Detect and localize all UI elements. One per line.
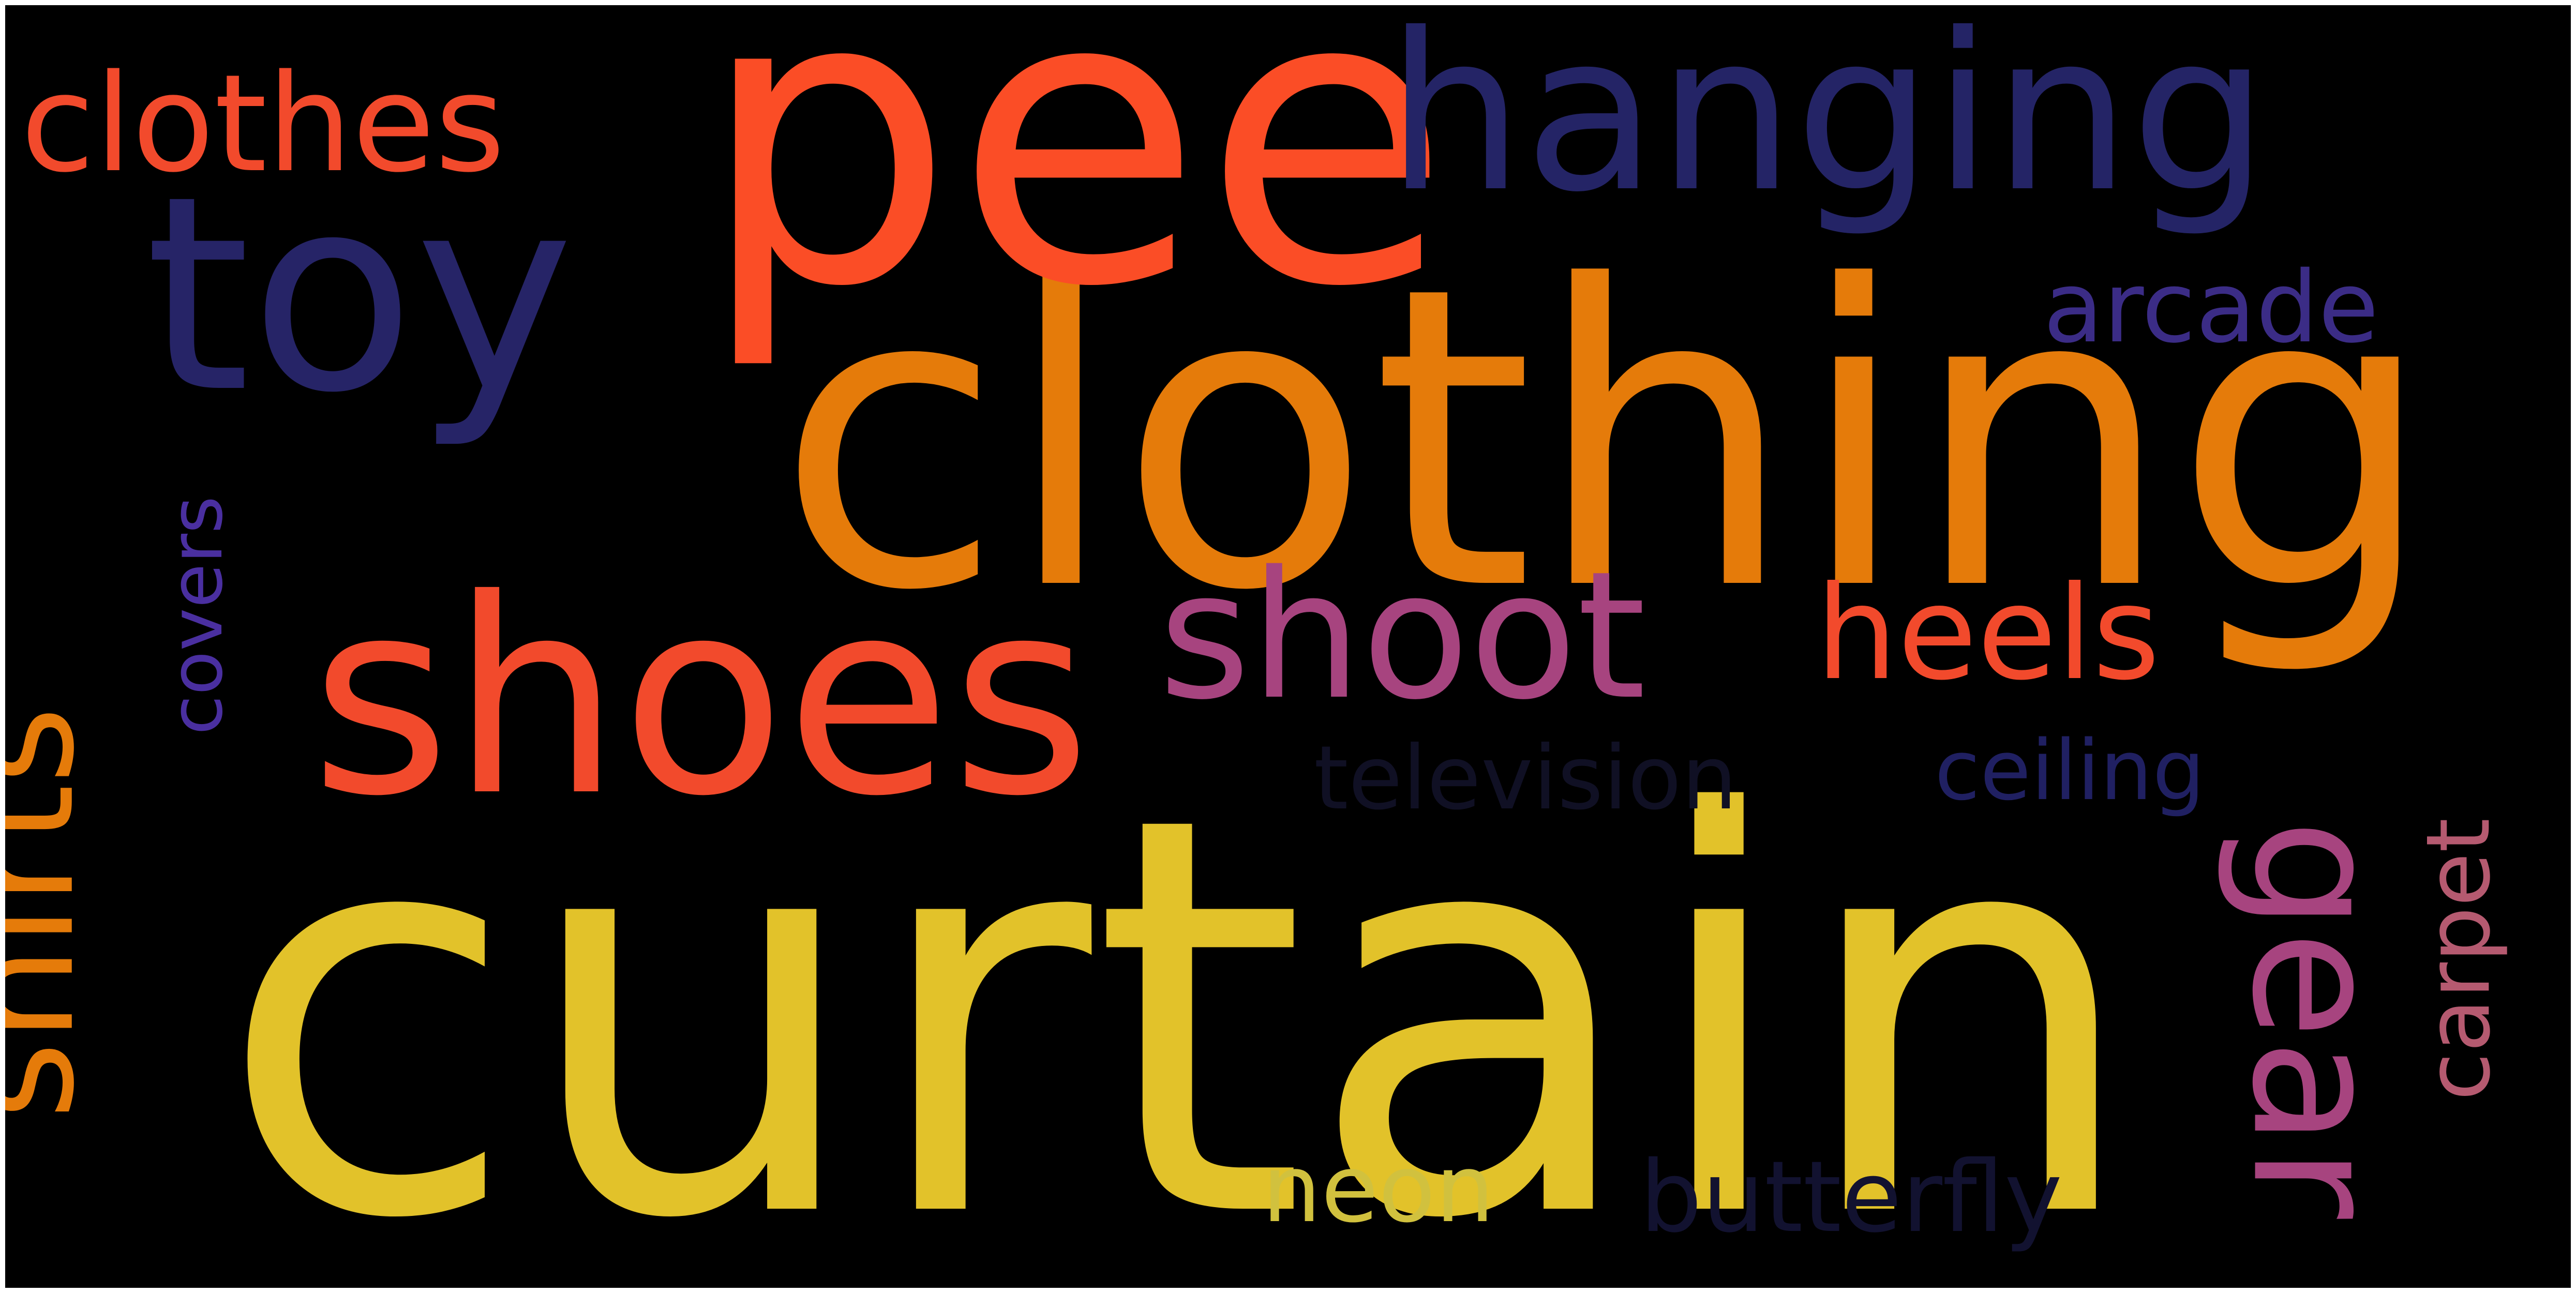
word-clothes: clothes xyxy=(21,46,505,202)
word-shoot: shoot xyxy=(1159,534,1646,739)
word-curtain: curtain xyxy=(217,700,2143,1288)
word-covers: covers xyxy=(155,495,239,735)
word-television: television xyxy=(1314,727,1738,830)
word-shoes: shoes xyxy=(310,542,1091,855)
word-ceiling: ceiling xyxy=(1935,722,2205,819)
word-hanging: hanging xyxy=(1386,5,2269,240)
word-gear: gear xyxy=(2213,819,2418,1219)
word-carpet: carpet xyxy=(2407,818,2510,1101)
word-heels: heels xyxy=(1816,558,2160,709)
word-shirts: shirts xyxy=(5,706,108,1120)
word-pee: pee xyxy=(698,5,1451,374)
word-toy: toy xyxy=(145,138,574,452)
word-neon: neon xyxy=(1262,1135,1495,1243)
word-arcade: arcade xyxy=(2043,250,2379,365)
word-cloud: curtain clothing pee shoes hanging toy s… xyxy=(5,5,2571,1288)
word-butterfly: butterfly xyxy=(1640,1140,2063,1254)
word-clothing: clothing xyxy=(776,199,2436,681)
